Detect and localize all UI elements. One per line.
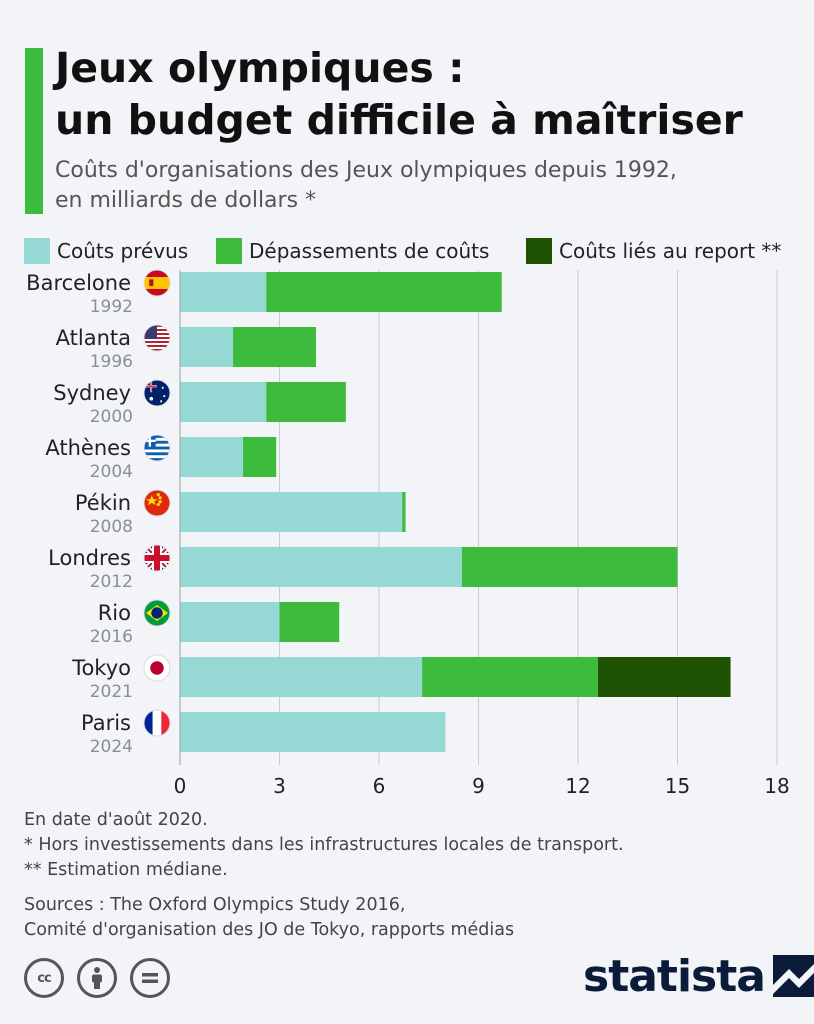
statista-logo[interactable]: statista	[583, 950, 814, 1002]
legend-label-postponement: Coûts liés au report **	[559, 239, 782, 263]
legend-item-overrun: Dépassements de coûts	[216, 236, 489, 266]
x-tick-label-15: 15	[665, 774, 690, 798]
bar-londres-series-1	[461, 547, 678, 587]
category-label-rio: Rio	[98, 601, 131, 625]
category-label-paris: Paris	[81, 711, 131, 735]
legend-swatch-planned	[24, 238, 50, 264]
x-tick-label-18: 18	[764, 774, 789, 798]
footnotes: En date d'août 2020. * Hors investisseme…	[24, 808, 794, 943]
bar-paris-series-0	[180, 712, 446, 752]
category-year-2000: 2000	[90, 407, 133, 427]
legend-label-planned: Coûts prévus	[57, 239, 189, 263]
footnote-1: * Hors investissements dans les infrastr…	[24, 835, 624, 855]
legend-label-overrun: Dépassements de coûts	[249, 239, 490, 263]
brazil-flag-icon	[143, 599, 171, 627]
category-label-londres: Londres	[48, 546, 131, 570]
cc-icon[interactable]: cc	[24, 958, 64, 998]
by-icon[interactable]	[77, 958, 117, 998]
license-icons: cc	[24, 958, 170, 998]
category-year-2004: 2004	[90, 462, 133, 482]
bar-rio-series-1	[279, 602, 340, 642]
sources-line-2: Comité d'organisation des JO de Tokyo, r…	[24, 920, 515, 940]
chart-title: Jeux olympiques : un budget difficile à …	[55, 42, 795, 146]
legend-swatch-postponement	[526, 238, 552, 264]
chart-subtitle: Coûts d'organisations des Jeux olympique…	[55, 156, 795, 216]
legend-item-planned: Coûts prévus	[24, 236, 188, 266]
bar-tokyo-series-0	[180, 657, 423, 697]
australia-flag-icon	[143, 379, 171, 407]
legend-swatch-overrun	[216, 238, 242, 264]
japan-flag-icon	[143, 654, 171, 682]
bar-tokyo-series-2	[597, 657, 731, 697]
x-tick-label-12: 12	[565, 774, 590, 798]
bar-barcelone-series-0	[180, 272, 267, 312]
category-year-2016: 2016	[90, 627, 133, 647]
category-year-1992: 1992	[90, 297, 133, 317]
bar-barcelone-series-1	[266, 272, 502, 312]
bar-sydney-series-1	[266, 382, 346, 422]
spain-flag-icon	[143, 269, 171, 297]
bar-tokyo-series-1	[422, 657, 598, 697]
nd-icon[interactable]	[130, 958, 170, 998]
statista-wordmark: statista	[583, 950, 766, 1002]
category-year-2008: 2008	[90, 517, 133, 537]
category-year-2021: 2021	[90, 682, 133, 702]
category-label-athènes: Athènes	[45, 436, 131, 460]
title-accent-bar	[25, 48, 43, 214]
bar-sydney-series-0	[180, 382, 267, 422]
china-flag-icon	[143, 489, 171, 517]
sources-line-1: Sources : The Oxford Olympics Study 2016…	[24, 895, 406, 915]
subtitle-line-2: en milliards de dollars *	[55, 188, 317, 213]
greece-flag-icon	[143, 434, 171, 462]
bar-rio-series-0	[180, 602, 280, 642]
category-year-2024: 2024	[90, 737, 133, 757]
subtitle-line-1: Coûts d'organisations des Jeux olympique…	[55, 158, 677, 183]
x-tick-label-6: 6	[373, 774, 386, 798]
category-label-pékin: Pékin	[75, 491, 131, 515]
title-line-1: Jeux olympiques :	[55, 44, 465, 92]
bar-pékin-series-1	[402, 492, 406, 532]
category-label-tokyo: Tokyo	[71, 656, 131, 680]
uk-flag-icon	[143, 544, 171, 572]
chart-legend: Coûts prévus Dépassements de coûts Coûts…	[24, 236, 804, 266]
bar-atlanta-series-0	[180, 327, 234, 367]
date-note: En date d'août 2020.	[24, 810, 208, 830]
x-tick-label-3: 3	[273, 774, 286, 798]
x-tick-label-9: 9	[472, 774, 485, 798]
category-label-sydney: Sydney	[53, 381, 131, 405]
bar-athènes-series-0	[180, 437, 244, 477]
statista-logo-icon	[772, 955, 814, 997]
bar-atlanta-series-1	[233, 327, 316, 367]
x-tick-label-0: 0	[174, 774, 187, 798]
legend-item-postponement: Coûts liés au report **	[526, 236, 781, 266]
title-line-2: un budget difficile à maîtriser	[55, 96, 743, 144]
bar-athènes-series-1	[243, 437, 277, 477]
bar-pékin-series-0	[180, 492, 403, 532]
footnote-2: ** Estimation médiane.	[24, 860, 228, 880]
category-year-2012: 2012	[90, 572, 133, 592]
usa-flag-icon	[143, 324, 171, 352]
category-year-1996: 1996	[90, 352, 133, 372]
category-label-atlanta: Atlanta	[56, 326, 131, 350]
bar-londres-series-0	[180, 547, 462, 587]
category-label-barcelone: Barcelone	[26, 271, 131, 295]
france-flag-icon	[143, 709, 171, 737]
